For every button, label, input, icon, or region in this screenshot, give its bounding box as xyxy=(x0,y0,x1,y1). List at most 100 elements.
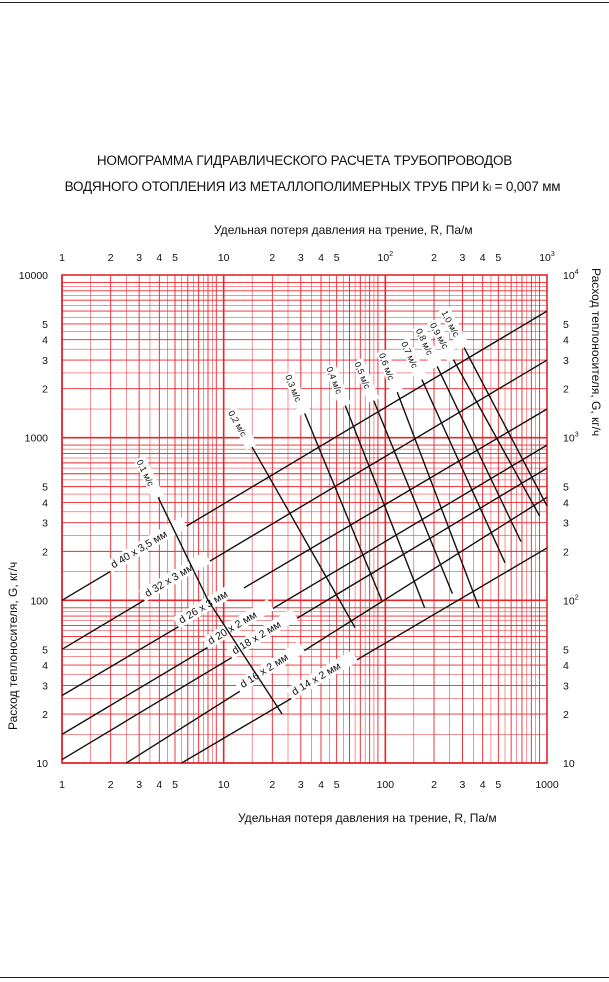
y-tick-left: 3 xyxy=(42,355,48,367)
y-tick-right: 3 xyxy=(563,680,569,692)
x-tick-top: 3 xyxy=(460,252,466,264)
y-tick-left: 100 xyxy=(30,595,48,607)
velocity-line xyxy=(138,457,283,715)
y-tick-left: 5 xyxy=(42,319,48,331)
y-tick-left: 3 xyxy=(42,518,48,530)
y-tick-right: 102 xyxy=(563,594,579,607)
x-tick-bottom: 2 xyxy=(269,779,275,791)
x-tick-bottom: 5 xyxy=(495,779,501,791)
x-tick-top: 3 xyxy=(298,252,304,264)
left-axis-title: Расход теплоносителя, G, кг/ч xyxy=(6,561,20,730)
x-tick-bottom: 5 xyxy=(334,779,340,791)
x-tick-bottom: 4 xyxy=(156,779,162,791)
pipe-line xyxy=(61,444,548,735)
y-tick-left: 4 xyxy=(42,497,48,509)
y-tick-right: 10 xyxy=(563,758,575,770)
velocity-label-bg xyxy=(426,318,459,363)
y-tick-left: 4 xyxy=(42,335,48,347)
velocity-line xyxy=(381,350,480,609)
y-tick-right: 2 xyxy=(563,384,569,396)
pipe-label-bg xyxy=(201,599,274,650)
y-tick-left: 4 xyxy=(42,660,48,672)
pipe-label-bg xyxy=(172,578,246,629)
x-tick-bottom: 4 xyxy=(318,779,324,791)
x-tick-top: 2 xyxy=(269,252,275,264)
x-tick-bottom: 2 xyxy=(108,779,114,791)
x-tick-bottom: 1 xyxy=(59,779,65,791)
y-tick-right-sup: 3 xyxy=(575,432,579,439)
x-tick-top: 2 xyxy=(108,252,114,264)
pipe-label-bg xyxy=(285,650,358,701)
y-tick-right: 5 xyxy=(563,319,569,331)
y-tick-left: 2 xyxy=(42,384,48,396)
velocity-label-bg xyxy=(282,370,311,416)
x-tick-top: 5 xyxy=(495,252,501,264)
y-tick-left: 2 xyxy=(42,709,48,721)
x-tick-top: 5 xyxy=(334,252,340,264)
velocity-label-bg xyxy=(133,455,164,501)
y-tick-right: 4 xyxy=(563,335,569,347)
x-tick-bottom: 10 xyxy=(218,779,230,791)
x-tick-top-sup: 2 xyxy=(389,251,393,258)
right-axis-title: Расход теплоносителя, G, кг/ч xyxy=(589,268,603,437)
x-tick-top: 10 xyxy=(218,252,230,264)
velocity-label-bg xyxy=(398,337,428,383)
y-tick-left: 5 xyxy=(42,644,48,656)
chart-title-line1: НОМОГРАММА ГИДРАВЛИЧЕСКОГО РАСЧЕТА ТРУБО… xyxy=(96,153,513,168)
x-tick-top: 103 xyxy=(539,251,555,264)
x-tick-bottom: 1000 xyxy=(535,779,559,791)
y-tick-left: 5 xyxy=(42,482,48,494)
y-tick-left: 10 xyxy=(36,758,48,770)
y-tick-right: 5 xyxy=(563,644,569,656)
pipe-label-bg xyxy=(234,641,306,693)
y-tick-left: 3 xyxy=(42,680,48,692)
velocity-label-bg xyxy=(225,406,258,451)
y-tick-right: 5 xyxy=(563,482,569,494)
x-tick-top: 5 xyxy=(172,252,178,264)
x-tick-bottom: 3 xyxy=(298,779,304,791)
x-tick-bottom: 4 xyxy=(480,779,486,791)
x-tick-bottom: 100 xyxy=(377,779,395,791)
x-tick-top: 102 xyxy=(378,251,394,264)
y-tick-left: 2 xyxy=(42,546,48,558)
x-tick-bottom: 5 xyxy=(172,779,178,791)
y-tick-right: 2 xyxy=(563,546,569,558)
y-tick-right: 3 xyxy=(563,518,569,530)
pipe-label-bg xyxy=(104,516,188,574)
y-tick-right: 4 xyxy=(563,497,569,509)
x-tick-bottom: 3 xyxy=(136,779,142,791)
x-tick-top-sup: 3 xyxy=(551,251,555,258)
pipe-line xyxy=(61,408,548,697)
y-tick-right: 104 xyxy=(563,269,579,282)
y-tick-right: 103 xyxy=(563,432,579,445)
pipe-label-bg xyxy=(138,551,211,602)
y-tick-left: 10000 xyxy=(19,270,48,282)
x-tick-top: 4 xyxy=(156,252,162,264)
y-tick-right: 2 xyxy=(563,709,569,721)
y-tick-left: 1000 xyxy=(25,433,49,445)
x-tick-bottom: 2 xyxy=(431,779,437,791)
top-axis-title: Удельная потеря давления на трение, R, П… xyxy=(214,223,473,237)
y-tick-right-sup: 2 xyxy=(575,594,579,601)
y-tick-right: 4 xyxy=(563,660,569,672)
x-tick-top: 4 xyxy=(480,252,486,264)
bottom-axis-title: Удельная потеря давления на трение, R, П… xyxy=(238,811,497,825)
chart-title-line2: ВОДЯНОГО ОТОПЛЕНИЯ ИЗ МЕТАЛЛОПОЛИМЕРНЫХ … xyxy=(64,179,561,194)
velocity-label-bg xyxy=(412,324,443,369)
pipe-line xyxy=(61,359,548,650)
pipe-line xyxy=(181,547,548,764)
x-tick-top: 2 xyxy=(431,252,437,264)
y-tick-right-sup: 4 xyxy=(575,269,579,276)
x-tick-bottom: 3 xyxy=(460,779,466,791)
top-rule xyxy=(0,2,609,3)
velocity-label-bg xyxy=(323,362,351,408)
y-tick-right: 3 xyxy=(563,355,569,367)
velocity-label-bg xyxy=(351,357,380,403)
pipe-line xyxy=(61,467,548,761)
x-tick-top: 1 xyxy=(59,252,65,264)
pipe-label-bg xyxy=(226,608,299,660)
velocity-label-bg xyxy=(438,305,470,351)
bottom-rule xyxy=(0,977,609,978)
pipe-line xyxy=(125,496,548,764)
